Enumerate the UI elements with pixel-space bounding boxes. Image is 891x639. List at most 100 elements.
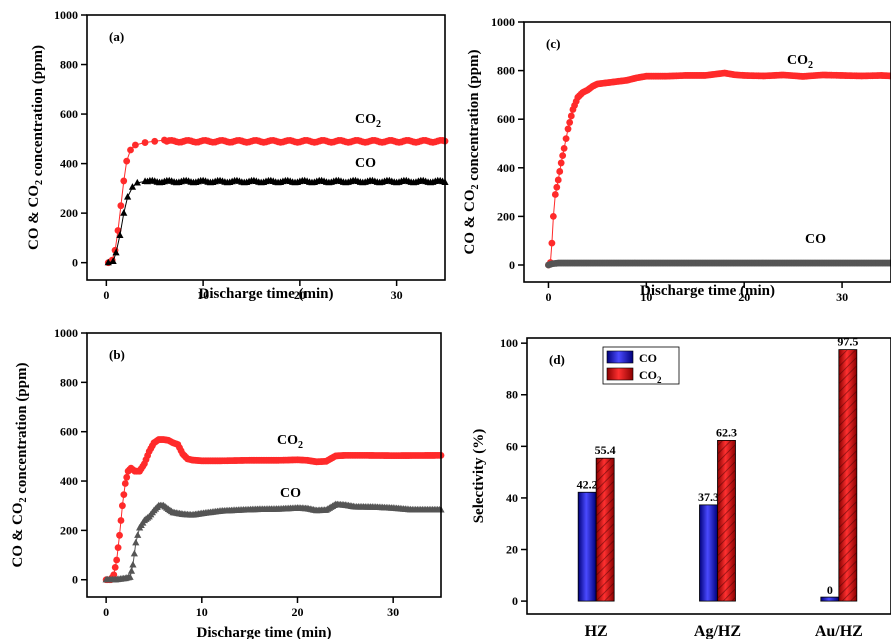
bar-zero-stub [820,596,840,602]
data-label: 37.3 [698,490,719,504]
y-tick-label: 400 [497,161,515,175]
data-point [129,560,137,568]
series-label: CO2 [355,112,381,130]
bar-co [577,491,597,602]
x-tick-label: 0 [545,290,551,304]
data-point [133,178,141,186]
bar-co [699,504,718,602]
y-tick-label: 0 [72,256,78,270]
plot-frame [523,21,891,283]
data-point [113,556,121,564]
data-point [131,141,139,149]
panel-c: 0 200 400 600 800 1000 0 10 20 30 Discharge time (… [462,15,891,304]
data-point [112,248,120,256]
y-tick-label: 1000 [491,15,515,29]
series-co2 [104,136,449,267]
data-point [564,125,572,133]
data-point [109,257,117,265]
y-tick-label: 1000 [54,326,78,340]
series-co [545,259,891,269]
plot-frame [86,332,442,598]
data-point [120,209,128,216]
data-point [114,544,122,552]
y-tick-label: 600 [60,107,78,121]
data-point [120,177,128,185]
data-point [123,473,131,481]
data-label: 0 [827,583,833,597]
data-point [557,159,565,167]
y-tick-label: 200 [60,206,78,220]
panel-a: 0 200 400 600 800 1000 0 10 20 30 Discharge time (… [26,8,449,302]
y-tick-label: 200 [60,523,78,537]
data-point [551,191,559,198]
x-axis-label: Discharge time (min) [197,625,332,639]
y-axis-label: Selectivity (%) [471,429,487,524]
y-tick-label: 400 [60,157,78,171]
data-point [117,517,125,524]
data-point [559,152,567,160]
data-point [560,144,568,152]
data-point [132,538,140,546]
legend: CO CO2 [602,346,680,385]
y-tick-label: 800 [60,58,78,72]
y-tick-label: 400 [60,474,78,488]
bar-hatch [717,440,736,602]
y-tick-label: 100 [500,336,518,350]
data-point [117,202,125,210]
x-tick-label: 30 [391,288,403,302]
data-point [549,212,557,220]
data-label: 42.2 [577,477,598,491]
series-label: CO [355,156,376,171]
y-tick-label: 80 [506,388,518,402]
data-point [116,231,124,239]
data-point [567,112,575,120]
data-point [119,502,126,510]
legend-swatch [606,367,634,381]
y-axis-label: CO & CO2 concentration (ppm) [462,50,482,255]
series-label: CO2 [787,53,813,71]
y-tick-label: 20 [506,543,518,557]
x-tick-label: 20 [291,605,303,619]
x-tick-label: 0 [103,605,109,619]
data-point [111,563,119,571]
data-point [121,480,129,487]
y-axis-label: CO & CO2 concentration (ppm) [10,363,30,568]
x-tick-label: 10 [197,288,209,302]
series-line [106,503,441,581]
y-tick-label: 0 [72,573,78,587]
data-point [120,491,128,499]
plot-frame [86,14,446,281]
data-point [128,183,137,190]
x-axis-label: Discharge time (min) [199,286,334,302]
data-point [553,183,561,191]
data-label: 97.5 [837,335,858,349]
y-tick-label: 40 [506,491,518,505]
panel-d: 0 20 40 60 80 100 Selectivity (%) (d) 42.2 55.4 HZ… [471,335,891,639]
data-point [126,573,134,580]
series-co [102,500,445,583]
panel-label: (b) [109,347,125,362]
category-label: HZ [585,623,608,639]
x-tick-label: 10 [196,605,208,619]
data-point [887,72,891,80]
category-label: Au/HZ [815,623,863,639]
data-label: 62.3 [716,425,737,439]
panel-label: (a) [109,29,124,44]
y-tick-label: 800 [60,375,78,389]
series-line [108,180,446,264]
y-tick-label: 1000 [54,8,78,22]
data-point [554,176,562,184]
data-point [130,549,138,557]
series-line [108,139,446,264]
data-label: 55.4 [595,443,616,457]
series-co [104,176,449,266]
series-line [548,72,891,266]
data-point [562,135,570,143]
data-point [556,168,564,175]
data-point [548,239,556,247]
x-tick-label: 0 [103,288,109,302]
x-tick-label: 30 [387,605,399,619]
legend-swatch [606,350,634,364]
y-axis-label: CO & CO2 concentration (ppm) [26,45,46,250]
